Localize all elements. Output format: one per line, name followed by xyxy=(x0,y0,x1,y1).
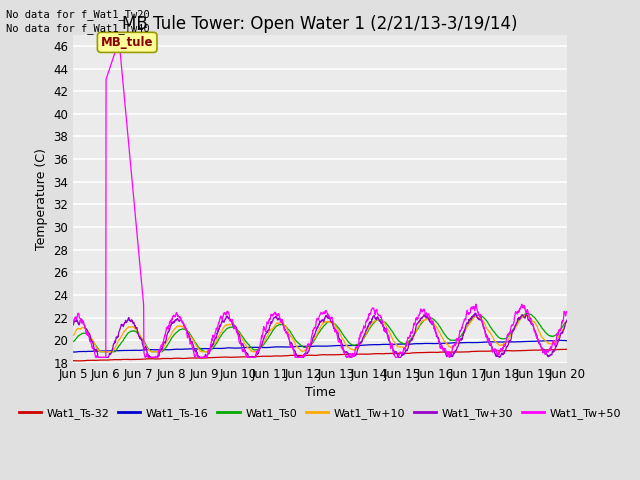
Line: Wat1_Tw+10: Wat1_Tw+10 xyxy=(73,315,567,352)
Wat1_Ts-32 xyxy=(563,347,571,352)
Wat1_Tw+30 xyxy=(458,336,466,341)
Wat1_Ts-16 xyxy=(458,340,466,346)
Wat1_Tw+30 xyxy=(549,349,557,355)
Line: Wat1_Ts0: Wat1_Ts0 xyxy=(73,313,567,352)
Wat1_Ts-32 xyxy=(76,358,83,364)
Wat1_Ts-32 xyxy=(296,353,304,359)
Wat1_Tw+10 xyxy=(96,349,104,355)
Wat1_Tw+10 xyxy=(310,337,317,343)
Wat1_Tw+10 xyxy=(458,334,466,339)
Text: MB_tule: MB_tule xyxy=(101,36,154,49)
Wat1_Ts-32 xyxy=(563,347,571,352)
Wat1_Tw+10 xyxy=(549,340,557,346)
Wat1_Tw+50 xyxy=(95,355,102,360)
Line: Wat1_Ts-16: Wat1_Ts-16 xyxy=(73,340,567,352)
Line: Wat1_Ts-32: Wat1_Ts-32 xyxy=(73,349,567,361)
Wat1_Ts0 xyxy=(94,346,102,352)
Wat1_Ts0 xyxy=(69,338,77,344)
Wat1_Tw+50 xyxy=(310,326,317,332)
Wat1_Ts0 xyxy=(549,334,557,339)
Line: Wat1_Tw+50: Wat1_Tw+50 xyxy=(73,41,567,358)
Title: MB Tule Tower: Open Water 1 (2/21/13-3/19/14): MB Tule Tower: Open Water 1 (2/21/13-3/1… xyxy=(122,15,518,33)
Wat1_Ts-16 xyxy=(549,338,557,344)
Wat1_Tw+50 xyxy=(297,355,305,360)
Wat1_Tw+30 xyxy=(69,322,77,328)
Wat1_Tw+50 xyxy=(563,309,571,314)
Wat1_Tw+50 xyxy=(549,338,557,344)
Y-axis label: Temperature (C): Temperature (C) xyxy=(35,148,47,250)
Wat1_Ts0 xyxy=(549,334,557,339)
Wat1_Tw+50 xyxy=(92,355,99,360)
Wat1_Ts-32 xyxy=(549,347,557,353)
X-axis label: Time: Time xyxy=(305,386,335,399)
Wat1_Ts-32 xyxy=(95,358,102,363)
Wat1_Tw+50 xyxy=(549,338,557,344)
Wat1_Ts-16 xyxy=(549,338,557,344)
Wat1_Tw+10 xyxy=(524,312,531,318)
Wat1_Ts-32 xyxy=(549,347,557,353)
Wat1_Tw+10 xyxy=(296,347,304,353)
Wat1_Ts0 xyxy=(296,342,304,348)
Wat1_Ts-16 xyxy=(95,348,102,354)
Wat1_Ts-16 xyxy=(296,343,304,349)
Wat1_Ts-32 xyxy=(310,352,317,358)
Wat1_Tw+30 xyxy=(95,355,102,360)
Wat1_Ts-16 xyxy=(557,337,564,343)
Wat1_Tw+10 xyxy=(94,347,102,353)
Wat1_Tw+50 xyxy=(115,38,123,44)
Wat1_Tw+50 xyxy=(69,321,77,326)
Wat1_Tw+30 xyxy=(94,355,102,360)
Wat1_Tw+30 xyxy=(310,334,317,340)
Wat1_Ts-32 xyxy=(458,349,466,355)
Wat1_Tw+30 xyxy=(296,354,304,360)
Wat1_Ts-16 xyxy=(72,349,79,355)
Wat1_Ts0 xyxy=(458,331,466,336)
Wat1_Tw+10 xyxy=(69,333,77,338)
Text: No data for f_Wat1_Tw40: No data for f_Wat1_Tw40 xyxy=(6,23,150,34)
Text: No data for f_Wat1_Tw20: No data for f_Wat1_Tw20 xyxy=(6,9,150,20)
Wat1_Tw+10 xyxy=(549,340,557,346)
Wat1_Tw+30 xyxy=(549,349,557,355)
Wat1_Ts0 xyxy=(563,319,571,324)
Wat1_Ts0 xyxy=(96,349,104,355)
Line: Wat1_Tw+30: Wat1_Tw+30 xyxy=(73,313,567,358)
Wat1_Tw+50 xyxy=(459,322,467,328)
Wat1_Tw+10 xyxy=(563,319,571,324)
Wat1_Ts-16 xyxy=(310,343,317,349)
Wat1_Ts-32 xyxy=(69,358,77,364)
Wat1_Ts-16 xyxy=(563,338,571,344)
Wat1_Ts0 xyxy=(523,311,531,316)
Wat1_Tw+30 xyxy=(563,318,571,324)
Wat1_Ts0 xyxy=(310,339,317,345)
Wat1_Tw+30 xyxy=(471,310,479,316)
Wat1_Ts-16 xyxy=(69,349,77,355)
Legend: Wat1_Ts-32, Wat1_Ts-16, Wat1_Ts0, Wat1_Tw+10, Wat1_Tw+30, Wat1_Tw+50: Wat1_Ts-32, Wat1_Ts-16, Wat1_Ts0, Wat1_T… xyxy=(14,403,626,423)
